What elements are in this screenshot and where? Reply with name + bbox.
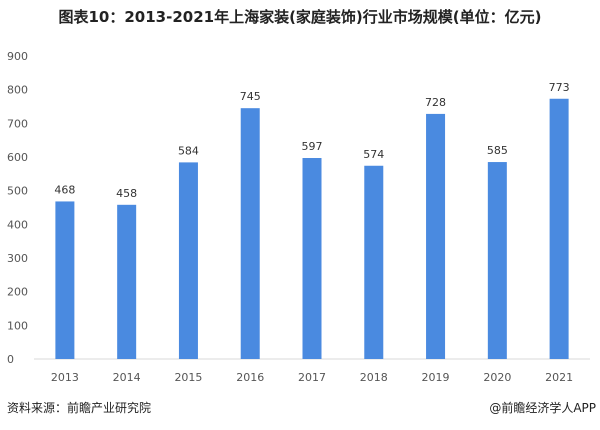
data-label: 585 xyxy=(487,144,508,157)
bar xyxy=(178,162,198,359)
brand-credit: @前瞻经济学人APP xyxy=(489,401,596,415)
data-label: 584 xyxy=(178,144,199,157)
x-tick-label: 2019 xyxy=(422,371,450,384)
y-tick-label: 800 xyxy=(7,84,28,97)
bar xyxy=(240,108,260,359)
y-tick-label: 500 xyxy=(7,185,28,198)
y-tick-label: 600 xyxy=(7,151,28,164)
chart-title: 图表10：2013-2021年上海家装(家庭装饰)行业市场规模(单位：亿元) xyxy=(58,8,542,26)
data-label: 728 xyxy=(425,96,446,109)
y-tick-label: 200 xyxy=(7,286,28,299)
x-tick-label: 2015 xyxy=(174,371,202,384)
y-tick-label: 100 xyxy=(7,319,28,332)
bar xyxy=(487,162,507,359)
bar xyxy=(55,201,75,359)
bar-chart: 0 100 200 300 400 500 600 700 800 900 468 2013 458 20… xyxy=(7,50,590,384)
x-tick-label: 2013 xyxy=(51,371,79,384)
bar xyxy=(549,98,569,360)
data-label: 574 xyxy=(363,148,384,161)
data-label: 458 xyxy=(116,187,137,200)
bar xyxy=(426,113,446,359)
data-label: 773 xyxy=(549,81,570,94)
x-tick-label: 2020 xyxy=(483,371,511,384)
y-tick-label: 900 xyxy=(7,50,28,63)
bar xyxy=(302,158,322,359)
y-tick-label: 400 xyxy=(7,218,28,231)
x-tick-label: 2021 xyxy=(545,371,573,384)
bar xyxy=(364,165,384,359)
data-label: 468 xyxy=(54,183,75,196)
y-tick-label: 0 xyxy=(7,353,14,366)
y-tick-label: 700 xyxy=(7,117,28,130)
x-tick-label: 2014 xyxy=(113,371,141,384)
x-tick-label: 2017 xyxy=(298,371,326,384)
data-label: 597 xyxy=(302,140,323,153)
source-note: 资料来源：前瞻产业研究院 xyxy=(7,401,152,415)
bar xyxy=(117,204,137,359)
data-label: 745 xyxy=(240,90,261,103)
y-tick-label: 300 xyxy=(7,252,28,265)
x-tick-label: 2018 xyxy=(360,371,388,384)
x-tick-label: 2016 xyxy=(236,371,264,384)
